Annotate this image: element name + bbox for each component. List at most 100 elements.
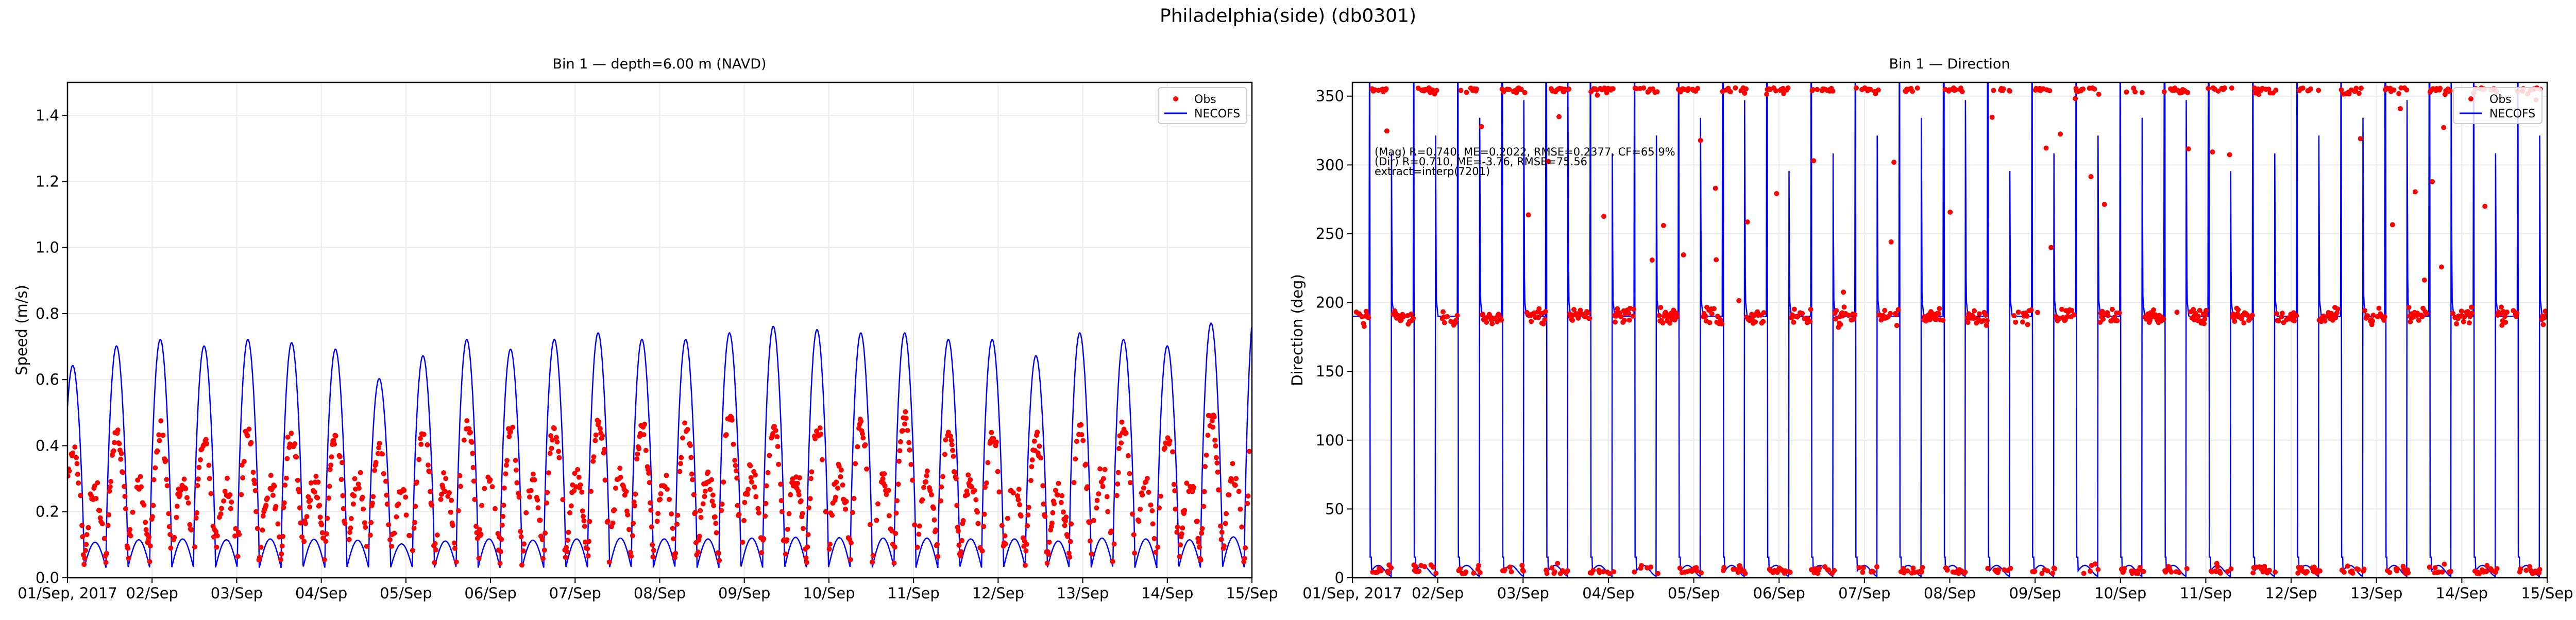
speed-obs-point: [779, 509, 785, 514]
speed-obs-point: [560, 497, 566, 503]
speed-obs-point: [1148, 502, 1154, 508]
speed-obs-point: [628, 549, 633, 555]
direction-obs-point: [2504, 309, 2510, 315]
speed-obs-point: [906, 440, 912, 445]
speed-obs-point: [361, 506, 366, 512]
direction-obs-point: [1735, 570, 1741, 575]
speed-obs-point: [714, 530, 719, 536]
speed-obs-point: [196, 464, 202, 470]
speed-obs-point: [1067, 539, 1073, 544]
direction-obs-point: [2316, 88, 2321, 93]
direction-obs-point: [2416, 318, 2421, 323]
speed-obs-point: [667, 496, 672, 502]
direction-obs-point: [1841, 304, 1847, 310]
direction-obs-point: [2102, 201, 2107, 207]
direction-obs-point: [2341, 570, 2347, 575]
speed-obs-point: [870, 553, 876, 558]
speed-obs-point: [167, 532, 173, 537]
direction-obs-point: [2499, 304, 2504, 310]
speed-obs-point: [1218, 537, 1224, 542]
speed-obs-point: [800, 511, 805, 516]
speed-obs-point: [461, 437, 467, 443]
speed-obs-point: [896, 458, 902, 464]
speed-obs-point: [1002, 533, 1008, 539]
direction-obs-point: [1601, 214, 1606, 219]
speed-obs-point: [1232, 483, 1238, 488]
speed-obs-point: [1024, 542, 1029, 547]
speed-obs-point: [664, 487, 670, 492]
speed-x-tick-label: 12/Sep: [972, 584, 1024, 602]
speed-obs-point: [380, 451, 385, 457]
speed-obs-point: [455, 508, 461, 513]
direction-obs-point: [2273, 88, 2279, 93]
speed-obs-point: [273, 504, 279, 509]
speed-obs-point: [605, 519, 611, 524]
speed-obs-point: [958, 549, 964, 555]
direction-obs-point: [2215, 88, 2221, 94]
speed-obs-point: [1205, 433, 1211, 438]
direction-obs-point: [2161, 89, 2167, 95]
speed-obs-point: [279, 551, 284, 557]
direction-obs-point: [1811, 158, 1817, 164]
speed-obs-point: [1089, 551, 1094, 557]
speed-obs-point: [204, 441, 210, 446]
speed-obs-point: [521, 541, 527, 547]
speed-obs-point: [83, 542, 89, 547]
speed-obs-point: [688, 455, 694, 460]
speed-obs-point: [679, 455, 684, 460]
speed-obs-point: [916, 531, 922, 537]
speed-obs-point: [669, 511, 674, 516]
direction-obs-point: [1445, 314, 1450, 319]
speed-obs-point: [337, 454, 343, 459]
speed-obs-point: [294, 454, 299, 460]
direction-obs-point: [1600, 569, 1606, 575]
speed-obs-point: [530, 471, 536, 477]
speed-obs-point: [1230, 461, 1235, 467]
speed-obs-point: [1179, 531, 1184, 537]
speed-obs-point: [1110, 559, 1115, 564]
speed-obs-point: [447, 490, 452, 495]
direction-obs-point: [1875, 87, 1881, 93]
speed-obs-point: [968, 477, 973, 483]
speed-obs-point: [886, 488, 891, 493]
direction-obs-point: [1753, 319, 1758, 325]
speed-obs-point: [895, 481, 901, 487]
direction-obs-point: [2408, 319, 2413, 324]
speed-obs-point: [943, 437, 948, 443]
speed-obs-point: [1100, 484, 1106, 489]
direction-obs-point: [2201, 321, 2207, 326]
speed-obs-point: [407, 533, 413, 538]
speed-obs-point: [650, 554, 656, 560]
speed-y-tick-label: 0.8: [36, 305, 59, 322]
direction-obs-point: [1440, 309, 1446, 315]
speed-obs-point: [272, 483, 277, 489]
direction-obs-point: [1464, 90, 1469, 95]
speed-obs-point: [900, 428, 905, 434]
speed-obs-point: [979, 548, 985, 554]
speed-obs-point: [499, 522, 505, 528]
direction-x-tick-label: 10/Sep: [2094, 584, 2146, 602]
speed-obs-point: [193, 515, 199, 521]
direction-obs-point: [2376, 305, 2382, 311]
speed-obs-point: [818, 432, 824, 437]
speed-obs-point: [1056, 480, 1061, 486]
speed-obs-point: [487, 477, 493, 483]
speed-x-tick-label: 03/Sep: [211, 584, 263, 602]
direction-obs-point: [2050, 571, 2055, 576]
speed-obs-point: [905, 427, 910, 433]
speed-obs-point: [838, 474, 843, 479]
speed-obs-point: [688, 443, 693, 448]
direction-obs-point: [1901, 565, 1906, 571]
speed-obs-point: [166, 524, 172, 529]
direction-obs-point: [1626, 311, 1632, 316]
direction-obs-point: [1654, 89, 1660, 95]
speed-obs-point: [520, 548, 526, 554]
speed-obs-point: [581, 518, 587, 524]
speed-obs-point: [541, 547, 547, 553]
direction-obs-point: [2441, 125, 2447, 130]
direction-obs-point: [2210, 149, 2215, 155]
direction-obs-point: [2448, 569, 2453, 574]
speed-obs-point: [500, 513, 505, 519]
direction-obs-point: [1479, 124, 1484, 129]
speed-obs-point: [907, 447, 912, 453]
